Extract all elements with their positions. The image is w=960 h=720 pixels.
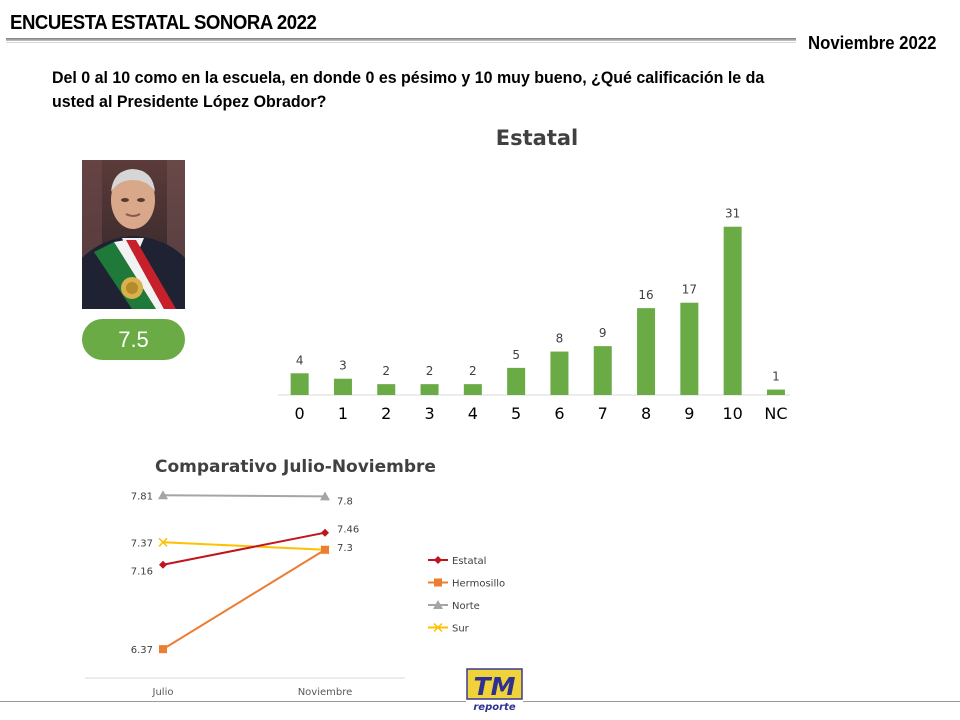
bar-3: [420, 384, 439, 395]
logo-sub-text: reporte: [473, 702, 515, 713]
bar-axis-tick-label: 5: [511, 404, 521, 423]
overall-score-badge: 7.5: [82, 319, 185, 360]
page-title: ENCUESTA ESTATAL SONORA 2022: [10, 12, 317, 34]
line-point-marker: [434, 556, 442, 564]
president-portrait-image: [82, 160, 185, 309]
bar-4: [463, 384, 482, 395]
bar-axis-tick-label: 0: [295, 404, 305, 423]
bar-data-label: 16: [638, 288, 653, 302]
bar-7: [593, 346, 612, 395]
line-data-label: 6.37: [131, 645, 153, 656]
logo-main-text: TM: [474, 672, 516, 701]
line-data-label: 7.81: [131, 491, 153, 502]
line-point-marker: [158, 490, 168, 500]
bar-0: [290, 373, 309, 395]
bar-6: [550, 351, 569, 395]
bar-axis-tick-label: 1: [338, 404, 348, 423]
bar-data-label: 1: [772, 370, 780, 384]
bar-data-label: 9: [599, 326, 607, 340]
line-axis-tick-label: Noviembre: [298, 687, 353, 698]
bar-axis-tick-label: 6: [554, 404, 564, 423]
bar-axis-tick-label: NC: [764, 404, 787, 423]
line-data-label: 7.8: [337, 496, 353, 507]
bar-data-label: 5: [512, 348, 520, 362]
line-chart-title: Comparativo Julio-Noviembre: [155, 457, 436, 477]
bar-axis-tick-label: 3: [424, 404, 434, 423]
bar-5: [507, 367, 526, 395]
bar-axis-tick-label: 2: [381, 404, 391, 423]
bar-data-label: 3: [339, 359, 347, 373]
legend-label: Sur: [452, 624, 470, 635]
bar-chart-title: Estatal: [496, 126, 578, 150]
legend-label: Estatal: [452, 556, 486, 567]
series-line-sur: [162, 541, 326, 551]
legend-label: Norte: [452, 601, 480, 612]
bar-data-label: 17: [682, 283, 697, 297]
line-data-label: 7.46: [337, 525, 359, 536]
line-data-label: 7.37: [131, 538, 153, 549]
legend-label: Hermosillo: [452, 579, 505, 590]
bar-axis-tick-label: 9: [684, 404, 694, 423]
title-divider: [6, 38, 796, 41]
line-point-marker: [321, 545, 329, 554]
line-point-marker: [433, 622, 443, 633]
bar-NC: [766, 389, 785, 395]
bar-axis-tick-label: 4: [468, 404, 478, 423]
line-point-marker: [159, 560, 167, 569]
line-point-marker: [434, 578, 442, 587]
bar-axis-tick-label: 7: [598, 404, 608, 423]
bar-10: [723, 226, 742, 395]
bar-1: [333, 378, 352, 395]
bar-data-label: 2: [382, 364, 390, 378]
bar-data-label: 4: [296, 353, 304, 367]
title-divider-light: [6, 42, 796, 43]
survey-date: Noviembre 2022: [808, 33, 937, 53]
series-line-norte: [162, 494, 326, 498]
line-point-marker: [321, 528, 329, 537]
bar-axis-tick-label: 8: [641, 404, 651, 423]
bar-data-label: 31: [725, 207, 740, 221]
line-data-label: 7.16: [131, 567, 153, 578]
line-data-label: 7.3: [337, 543, 353, 554]
series-line-estatal: [162, 531, 326, 566]
bar-data-label: 2: [469, 364, 477, 378]
series-line-hermosillo: [162, 548, 326, 651]
tm-reporte-logo: TM reporte: [466, 668, 523, 713]
line-point-marker: [159, 645, 167, 654]
bar-2: [377, 384, 396, 395]
line-point-marker: [320, 491, 330, 501]
bar-data-label: 2: [426, 364, 434, 378]
comparison-line-chart: Comparativo Julio-Noviembre 7.16 7.46 6.37…: [85, 457, 505, 698]
survey-question: Del 0 al 10 como en la escuela, en donde…: [52, 68, 765, 111]
bar-9: [680, 302, 699, 395]
bar-8: [637, 308, 656, 395]
line-point-marker: [158, 537, 168, 547]
bar-axis-tick-label: 10: [722, 404, 742, 423]
line-point-marker: [433, 600, 443, 609]
bar-data-label: 8: [556, 332, 564, 346]
line-axis-tick-label: Julio: [152, 687, 174, 698]
